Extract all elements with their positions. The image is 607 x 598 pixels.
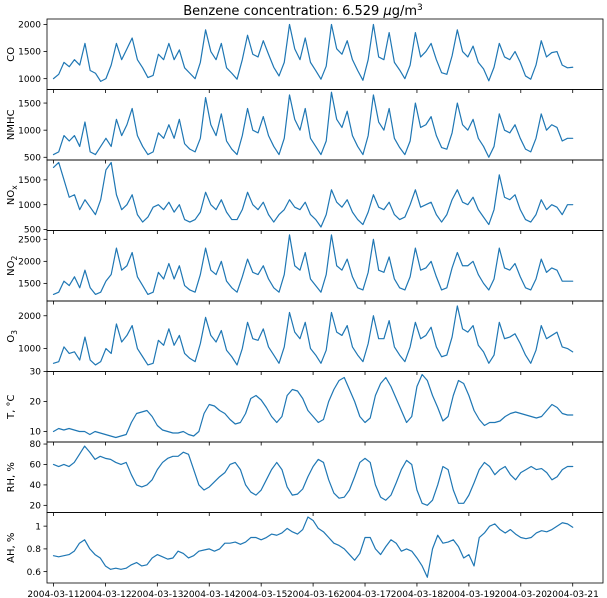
y-tick-label: 1000 (18, 345, 41, 355)
panel-1: 1000 1500 2000 CO (6, 18, 604, 93)
y-tick-label: 20 (30, 502, 42, 512)
panel-frame-5 (46, 300, 604, 372)
panel-4: 1500 2000 2500 NO2 (6, 230, 604, 305)
x-tick-label: 2004-03-18 (391, 590, 444, 598)
y-tick-label: 2000 (18, 258, 41, 268)
y-axis-label: T, °C (6, 395, 17, 420)
y-tick-label: 1500 (18, 48, 41, 58)
panel-7: 20 40 60 80 RH, % (6, 440, 604, 516)
y-tick-label: 500 (24, 153, 41, 163)
x-tick-label: 2004-03-19 (443, 590, 496, 598)
y-axis-label: O3 (6, 330, 19, 343)
panel-frame-1 (46, 18, 604, 90)
panel-5: 1000 2000 O3 (6, 300, 604, 375)
x-tick-label: 2004-03-11 (27, 590, 79, 598)
y-tick-label: 1000 (18, 126, 41, 136)
x-tick-label: 2004-03-20 (495, 590, 548, 598)
y-axis-label: CO (6, 47, 17, 62)
y-tick-label: 1500 (18, 176, 41, 186)
panel-frame-8 (46, 512, 604, 584)
y-tick-label: 2500 (18, 236, 41, 246)
y-tick-label: 40 (30, 481, 42, 491)
y-tick-label: 60 (30, 461, 42, 471)
panel-6: 10 20 30 T, °C (6, 368, 604, 446)
y-tick-label: 0.6 (27, 568, 42, 578)
x-tick-label: 2004-03-16 (287, 590, 340, 598)
panel-frame-7 (46, 441, 604, 513)
y-tick-label: 0.8 (27, 545, 42, 555)
y-axis-label: NMHC (6, 109, 17, 140)
y-tick-label: 1500 (18, 280, 41, 290)
series-line-2 (52, 91, 574, 158)
y-tick-label: 1 (35, 522, 41, 532)
series-line-4 (52, 234, 574, 295)
series-line-3 (52, 161, 574, 228)
y-tick-label: 1000 (18, 201, 41, 211)
chart-title: Benzene concentration: 6.529 μg/m3 (183, 3, 423, 19)
series-line-8 (52, 516, 574, 578)
panel-frame-2 (46, 89, 604, 161)
y-tick-label: 20 (30, 398, 42, 408)
x-tick-label: 2004-03-14 (183, 590, 236, 598)
series-line-6 (52, 373, 574, 439)
series-line-7 (52, 445, 574, 506)
x-tick-label: 2004-03-12 (79, 590, 131, 598)
y-tick-label: 2000 (18, 21, 41, 31)
y-axis-label: RH, % (6, 462, 17, 492)
x-tick-label: 2004-03-17 (339, 590, 391, 598)
panel-frame-3 (46, 159, 604, 231)
y-tick-label: 500 (24, 226, 41, 236)
y-axis-label: NOx (6, 185, 19, 205)
y-tick-label: 30 (30, 368, 42, 378)
panel-8: 0.6 0.8 1 AH, % (6, 512, 604, 587)
y-tick-label: 1500 (18, 99, 41, 109)
y-tick-label: 10 (30, 428, 42, 438)
x-tick-label: 2004-03-21 (547, 590, 599, 598)
panel-frame-6 (46, 371, 604, 443)
y-axis-label: AH, % (6, 533, 17, 563)
series-line-5 (52, 305, 574, 366)
y-tick-label: 1000 (18, 75, 41, 85)
y-tick-label: 2000 (18, 312, 41, 322)
y-axis-label: NO2 (6, 255, 19, 275)
x-tick-label: 2004-03-13 (131, 590, 183, 598)
x-tick-label: 2004-03-15 (235, 590, 287, 598)
series-line-1 (52, 23, 574, 82)
panel-frame-4 (46, 230, 604, 302)
y-tick-label: 80 (30, 440, 42, 450)
